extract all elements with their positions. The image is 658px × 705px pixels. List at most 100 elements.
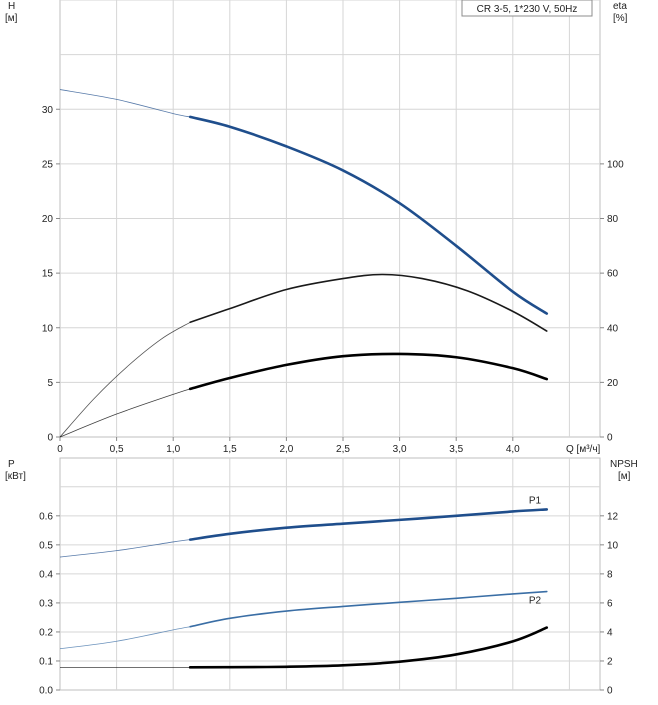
top-eta-duty-point <box>342 355 345 358</box>
bottom-left-tick-label: 0.4 <box>39 569 53 580</box>
bottom-left-tick-label: 0.2 <box>39 627 53 638</box>
top-h-point <box>342 169 345 172</box>
top-eta-point <box>511 310 514 313</box>
top-eta-point <box>342 277 345 280</box>
top-eta-duty-point <box>398 352 401 355</box>
top-eta-duty-point <box>545 378 548 381</box>
bottom-p2-point <box>545 590 548 593</box>
bottom-left-tick-label: 0.1 <box>39 656 53 667</box>
top-h-point <box>455 244 458 247</box>
top-eta-point <box>228 307 231 310</box>
bottom-right-axis-title: NPSH <box>610 459 638 470</box>
top-left-tick-label: 20 <box>42 214 54 225</box>
top-eta-duty-point <box>511 367 514 370</box>
bottom-p2-point <box>115 640 118 643</box>
bottom-p1-point <box>189 538 192 541</box>
top-right-tick-label: 0 <box>607 433 613 444</box>
bottom-left-tick-label: 0.6 <box>39 511 53 522</box>
top-x-tick-label: 1,5 <box>223 444 237 455</box>
top-left-axis-unit: [м] <box>5 13 18 24</box>
top-x-tick-label: 2,5 <box>336 444 350 455</box>
bottom-right-axis-unit: [м] <box>618 471 631 482</box>
bottom-right-tick-label: 10 <box>607 540 619 551</box>
bottom-p1-point <box>115 549 118 552</box>
bottom-npsh-point <box>455 653 458 656</box>
bottom-npsh-point <box>398 660 401 663</box>
top-eta-point <box>466 289 469 292</box>
top-left-tick-label: 5 <box>47 378 53 389</box>
bottom-p1-point <box>545 508 548 511</box>
bottom-left-tick-label: 0.3 <box>39 598 53 609</box>
top-h-point <box>115 98 118 101</box>
top-eta-duty-point <box>285 363 288 366</box>
top-right-axis-unit: [%] <box>613 13 628 24</box>
bottom-right-tick-label: 0 <box>607 686 613 697</box>
bottom-npsh-point <box>545 626 548 629</box>
bottom-p2-point <box>511 592 514 595</box>
top-x-tick-label: 0 <box>57 444 63 455</box>
bottom-p2-point <box>455 597 458 600</box>
top-eta-point <box>285 288 288 291</box>
top-right-tick-label: 100 <box>607 159 624 170</box>
top-h-point <box>172 112 175 115</box>
top-h-point <box>398 202 401 205</box>
top-h-point <box>545 312 548 315</box>
top-eta-duty-point <box>228 377 231 380</box>
bottom-right-tick-label: 8 <box>607 569 613 580</box>
top-eta-duty-point <box>59 436 62 439</box>
bottom-p1-point <box>59 556 62 559</box>
top-h-point <box>59 88 62 91</box>
legend-title: CR 3-5, 1*230 V, 50Hz <box>477 4 578 15</box>
top-h-point <box>228 125 231 128</box>
bottom-p2-point <box>228 617 231 620</box>
bottom-left-axis-title: P <box>8 459 15 470</box>
top-eta-duty-point <box>172 393 175 396</box>
top-h-point <box>189 115 192 118</box>
bottom-npsh-point <box>342 664 345 667</box>
top-right-tick-label: 20 <box>607 378 619 389</box>
top-left-tick-label: 30 <box>42 105 54 116</box>
top-h-point <box>511 290 514 293</box>
top-eta-duty-point <box>115 413 118 416</box>
top-x-tick-label: 3,5 <box>449 444 463 455</box>
top-x-tick-label: 2,0 <box>279 444 293 455</box>
top-x-axis-label: Q [м³/ч] <box>566 444 601 455</box>
series-label-p2: P2 <box>529 596 542 607</box>
top-eta-point <box>381 273 384 276</box>
top-right-tick-label: 40 <box>607 323 619 334</box>
bottom-right-tick-label: 2 <box>607 656 613 667</box>
bottom-left-tick-label: 0.5 <box>39 540 53 551</box>
top-left-axis-title: H <box>8 1 15 12</box>
bottom-p2-point <box>285 610 288 613</box>
top-eta-duty-point <box>455 356 458 359</box>
bottom-p2-point <box>342 605 345 608</box>
top-eta-point <box>421 277 424 280</box>
top-x-tick-label: 1,0 <box>166 444 180 455</box>
bottom-p2-point <box>189 625 192 628</box>
bottom-npsh-point <box>511 640 514 643</box>
bottom-npsh-point <box>228 666 231 669</box>
bottom-left-tick-label: 0.0 <box>39 686 53 697</box>
bottom-npsh-point <box>172 666 175 669</box>
bottom-right-tick-label: 4 <box>607 627 613 638</box>
top-eta-point <box>126 364 129 367</box>
top-left-tick-label: 15 <box>42 269 54 280</box>
bottom-left-axis-unit: [кВт] <box>5 471 26 482</box>
top-x-tick-label: 4,0 <box>506 444 520 455</box>
bottom-p2-point <box>59 647 62 650</box>
series-label-p1: P1 <box>529 495 542 506</box>
top-eta-point <box>160 337 163 340</box>
top-x-tick-label: 3,0 <box>393 444 407 455</box>
top-h-point <box>285 145 288 148</box>
bottom-p2-point <box>172 628 175 631</box>
bottom-p2-point <box>398 601 401 604</box>
top-eta-point <box>92 397 95 400</box>
bottom-p1-point <box>285 526 288 529</box>
top-right-tick-label: 60 <box>607 269 619 280</box>
top-eta-point <box>545 330 548 333</box>
bottom-p1-point <box>455 514 458 517</box>
bottom-p1-point <box>228 532 231 535</box>
bottom-right-tick-label: 6 <box>607 598 613 609</box>
bottom-p1-point <box>398 518 401 521</box>
